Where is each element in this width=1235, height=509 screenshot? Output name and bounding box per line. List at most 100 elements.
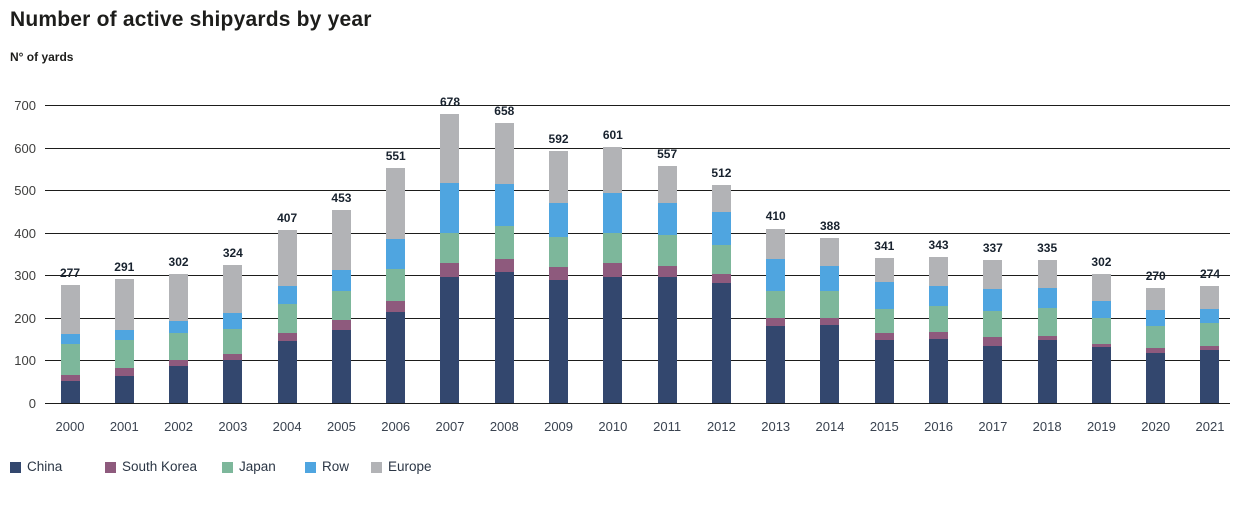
bar-segment-south-korea-2018 [1037,335,1057,341]
bar-segment-china-2020 [1146,353,1166,403]
y-tick-label-300: 300 [14,268,36,284]
bar-total-label-2010: 601 [602,128,623,143]
bar-segment-china-2010 [603,276,623,403]
legend-swatch-icon [222,461,233,473]
y-tick-label-200: 200 [14,310,36,326]
bar-segment-japan-2017 [983,310,1003,338]
bar-total-label-2016: 343 [928,237,949,252]
x-tick-label-2014: 2014 [815,419,845,434]
bar-segment-japan-2007 [440,233,460,263]
legend-item-label: Japan [239,459,276,474]
x-tick-label-2018: 2018 [1032,419,1062,434]
bar-segment-japan-2016 [929,305,949,332]
bar-2016 [929,257,949,403]
gridline-700 [45,105,1230,106]
bar-segment-china-2014 [820,325,840,403]
bar-segment-row-2013 [766,259,786,291]
x-tick-label-2008: 2008 [489,419,519,434]
bar-2020 [1146,288,1166,403]
legend-item-label: China [27,459,63,474]
y-axis-unit-label: N° of yards [10,50,74,64]
bar-segment-row-2006 [386,239,406,270]
y-tick-label-400: 400 [14,225,36,241]
bar-segment-row-2002 [169,321,189,333]
gridline-200 [45,317,1230,319]
bar-segment-row-2015 [874,281,894,309]
bar-segment-japan-2006 [386,269,406,301]
bar-2000 [60,285,80,403]
bar-segment-china-2000 [60,380,80,403]
bar-segment-south-korea-2014 [820,318,840,326]
bar-segment-row-2012 [711,212,731,246]
bar-segment-row-2003 [223,313,243,329]
bar-segment-row-2014 [820,265,840,291]
bar-segment-china-2011 [657,277,677,403]
x-tick-label-2020: 2020 [1141,419,1171,434]
bar-segment-china-2004 [277,340,297,403]
bar-total-label-2018: 335 [1037,241,1058,256]
bar-2012 [711,185,731,403]
bar-segment-japan-2010 [603,232,623,264]
bar-2019 [1091,274,1111,403]
bar-total-label-2009: 592 [548,131,569,146]
bar-segment-china-2008 [494,272,514,403]
bar-2021 [1200,286,1220,403]
bar-total-label-2017: 337 [982,240,1003,255]
bar-total-label-2014: 388 [819,218,840,233]
bar-2001 [114,279,134,403]
bar-total-label-2019: 302 [1091,255,1112,270]
chart-title: Number of active shipyards by year [10,8,372,31]
bar-segment-row-2018 [1037,287,1057,309]
bar-segment-japan-2009 [549,237,569,267]
bar-segment-china-2017 [983,345,1003,403]
legend-swatch-icon [371,461,382,473]
bar-segment-japan-2000 [60,344,80,375]
bar-segment-south-korea-2019 [1091,344,1111,348]
bar-segment-china-2007 [440,277,460,403]
chart-legend: China South Korea Japan Row Europe [0,460,1235,480]
bar-segment-japan-2012 [711,245,731,275]
bar-segment-europe-2015 [874,257,894,282]
x-tick-label-2001: 2001 [109,419,139,434]
bar-segment-south-korea-2000 [60,374,80,381]
bar-2018 [1037,260,1057,403]
bar-total-label-2012: 512 [711,166,732,181]
bar-segment-europe-2014 [820,237,840,266]
bar-segment-china-2015 [874,340,894,403]
gridline-600 [45,147,1230,149]
bar-2005 [331,210,351,403]
x-tick-label-2013: 2013 [761,419,791,434]
bar-segment-south-korea-2002 [169,360,189,367]
bar-total-label-2002: 302 [168,255,189,270]
bar-segment-row-2019 [1091,300,1111,319]
bar-segment-europe-2011 [657,165,677,203]
bar-2003 [223,265,243,403]
bar-segment-row-2010 [603,192,623,233]
bar-total-label-2005: 453 [331,191,352,206]
legend-swatch-icon [10,461,21,473]
bar-total-label-2020: 270 [1145,269,1166,284]
bar-total-label-2006: 551 [385,149,406,164]
bar-segment-row-2000 [60,333,80,345]
bar-segment-japan-2020 [1146,325,1166,349]
bar-total-label-2003: 324 [222,246,243,261]
gridline-500 [45,190,1230,192]
bar-total-label-2004: 407 [277,210,298,225]
bar-segment-europe-2000 [60,285,80,334]
x-tick-label-2012: 2012 [706,419,736,434]
legend-item-japan: Japan [222,460,276,474]
bar-segment-south-korea-2005 [331,320,351,330]
bar-segment-europe-2017 [983,259,1003,289]
bar-segment-europe-2009 [549,151,569,203]
bar-2009 [549,151,569,403]
y-tick-label-100: 100 [14,353,36,369]
bar-segment-row-2020 [1146,310,1166,326]
bar-segment-europe-2013 [766,228,786,260]
bar-segment-row-2001 [114,329,134,340]
bar-segment-south-korea-2015 [874,333,894,340]
y-tick-label-500: 500 [14,183,36,199]
bar-total-label-2008: 658 [494,103,515,118]
bar-total-label-2013: 410 [765,209,786,224]
gridline-400 [45,232,1230,234]
x-tick-label-2007: 2007 [435,419,465,434]
